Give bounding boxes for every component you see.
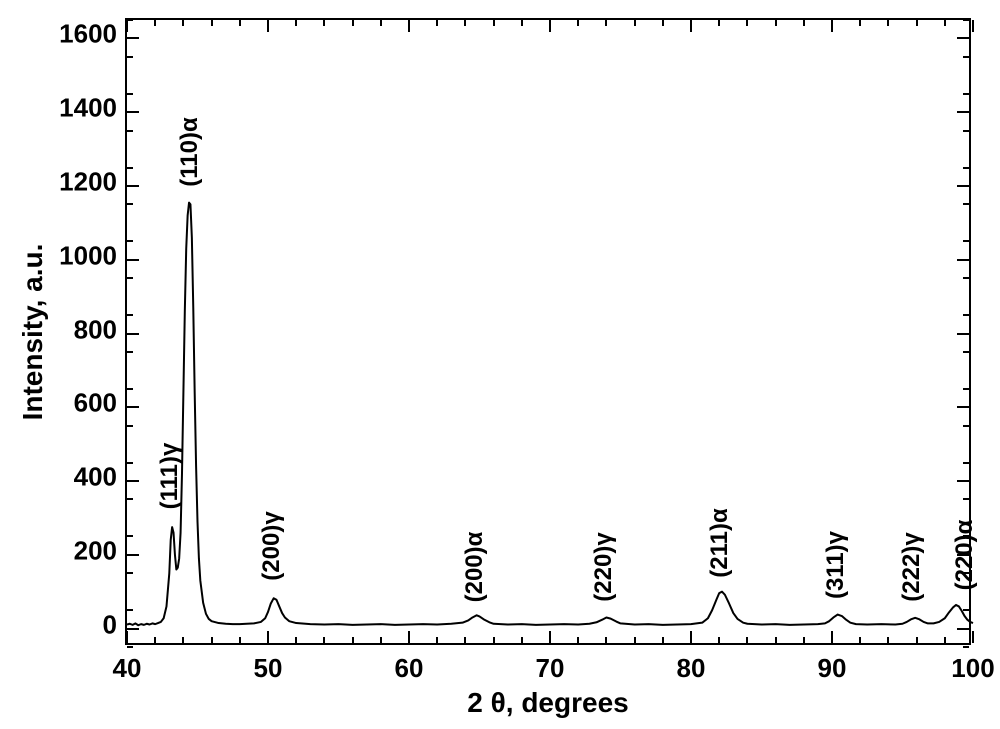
x-tick-label: 70: [536, 653, 565, 684]
y-tick-label: 1000: [59, 240, 117, 271]
x-tick-label: 50: [254, 653, 283, 684]
y-tick-label: 1200: [59, 166, 117, 197]
xrd-chart: 0 200 400 600 800 1000 1200 1400 1600 40 50 60 70 80 9…: [0, 0, 1000, 729]
y-tick-label: 800: [74, 314, 117, 345]
peak-label: (311)γ: [822, 531, 850, 599]
peak-label: (211)α: [706, 508, 734, 577]
peak-label: (222)γ: [898, 532, 926, 601]
y-tick-label: 1600: [59, 19, 117, 50]
x-tick-label: 80: [677, 653, 706, 684]
y-axis-label: Intensity, a.u.: [17, 243, 49, 420]
x-tick-label: 100: [951, 653, 994, 684]
peak-label: (110)α: [176, 117, 204, 186]
y-tick-label: 1400: [59, 93, 117, 124]
x-tick-label: 60: [395, 653, 424, 684]
x-axis-label: 2 θ, degrees: [467, 687, 628, 719]
peak-label: (111)γ: [156, 443, 184, 510]
x-tick-label: 90: [818, 653, 847, 684]
y-tick-label: 600: [74, 388, 117, 419]
peak-label: (200)α: [461, 531, 489, 602]
peak-label: (220)α: [951, 520, 979, 591]
peak-label: (220)γ: [590, 532, 618, 601]
y-tick-label: 0: [103, 609, 117, 640]
peak-label: (200)γ: [258, 512, 286, 581]
y-tick-label: 400: [74, 462, 117, 493]
x-tick-label: 40: [113, 653, 142, 684]
y-tick-label: 200: [74, 535, 117, 566]
